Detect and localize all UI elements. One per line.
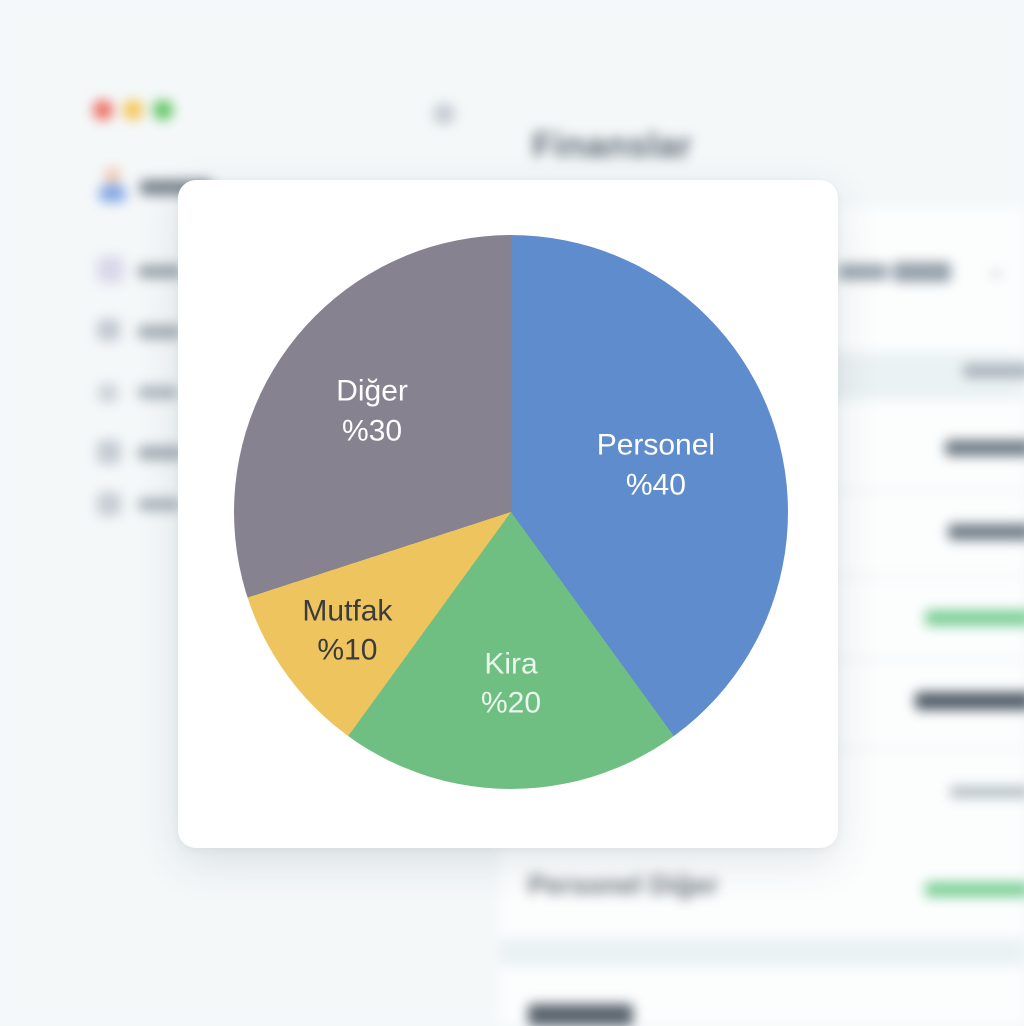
blurred-number bbox=[948, 524, 1024, 540]
sidebar-item-1-icon bbox=[97, 256, 124, 283]
sidebar-item-3-label bbox=[138, 386, 178, 399]
zoom-button[interactable] bbox=[153, 100, 173, 120]
pie-chart-card: Personel %40 Kira %20 Mutfak %10 Diğer %30 bbox=[178, 180, 838, 848]
blurred-small-text bbox=[950, 786, 1024, 798]
sidebar-item-5[interactable] bbox=[97, 492, 257, 522]
table-row-band bbox=[500, 937, 1024, 967]
blurred-positive-number bbox=[925, 882, 1024, 897]
pie-slice-label-kira: Kira %20 bbox=[480, 647, 542, 720]
period-dropdown-text-1 bbox=[838, 264, 888, 280]
avatar-head bbox=[105, 168, 120, 183]
minimize-button[interactable] bbox=[123, 100, 143, 120]
sidebar-item-5-label bbox=[138, 498, 180, 511]
user-avatar bbox=[95, 168, 129, 204]
page-title: Finanslar bbox=[532, 126, 693, 165]
pie-chart: Personel %40 Kira %20 Mutfak %10 Diğer %30 bbox=[234, 235, 788, 789]
blurred-number bbox=[945, 440, 1024, 456]
sidebar-item-2-icon bbox=[97, 319, 120, 341]
pie-slice-label-dier: Diğer %30 bbox=[336, 374, 408, 448]
avatar-body bbox=[99, 184, 126, 202]
sidebar-item-2[interactable] bbox=[96, 319, 256, 349]
blurred-total-number bbox=[915, 692, 1024, 710]
sidebar-item-1[interactable] bbox=[97, 256, 257, 286]
blurred-positive-number bbox=[925, 610, 1024, 626]
sidebar-item-4[interactable] bbox=[96, 440, 256, 470]
sidebar-item-1-label bbox=[138, 265, 182, 278]
pie-slice-label-personel: Personel %40 bbox=[596, 428, 716, 501]
sidebar-item-3-icon bbox=[98, 384, 118, 402]
sidebar-toggle-icon[interactable] bbox=[434, 104, 454, 124]
period-dropdown-text-2 bbox=[893, 262, 951, 282]
close-button[interactable] bbox=[93, 100, 113, 120]
blurred-section-heading bbox=[528, 1004, 633, 1026]
chevron-down-icon: ⌄ bbox=[986, 256, 1007, 283]
blurred-column-header bbox=[963, 364, 1024, 378]
sidebar-item-2-label bbox=[138, 325, 181, 339]
sidebar-item-4-icon bbox=[97, 440, 121, 464]
pie-slice-label-mutfak: Mutfak %10 bbox=[302, 594, 393, 667]
period-dropdown[interactable]: ⌄ bbox=[836, 250, 1016, 294]
table-row-label: Personel Diğer bbox=[528, 870, 719, 900]
sidebar-item-4-label bbox=[138, 446, 183, 460]
sidebar-item-5-icon bbox=[97, 492, 121, 516]
sidebar-item-3[interactable] bbox=[98, 382, 258, 412]
